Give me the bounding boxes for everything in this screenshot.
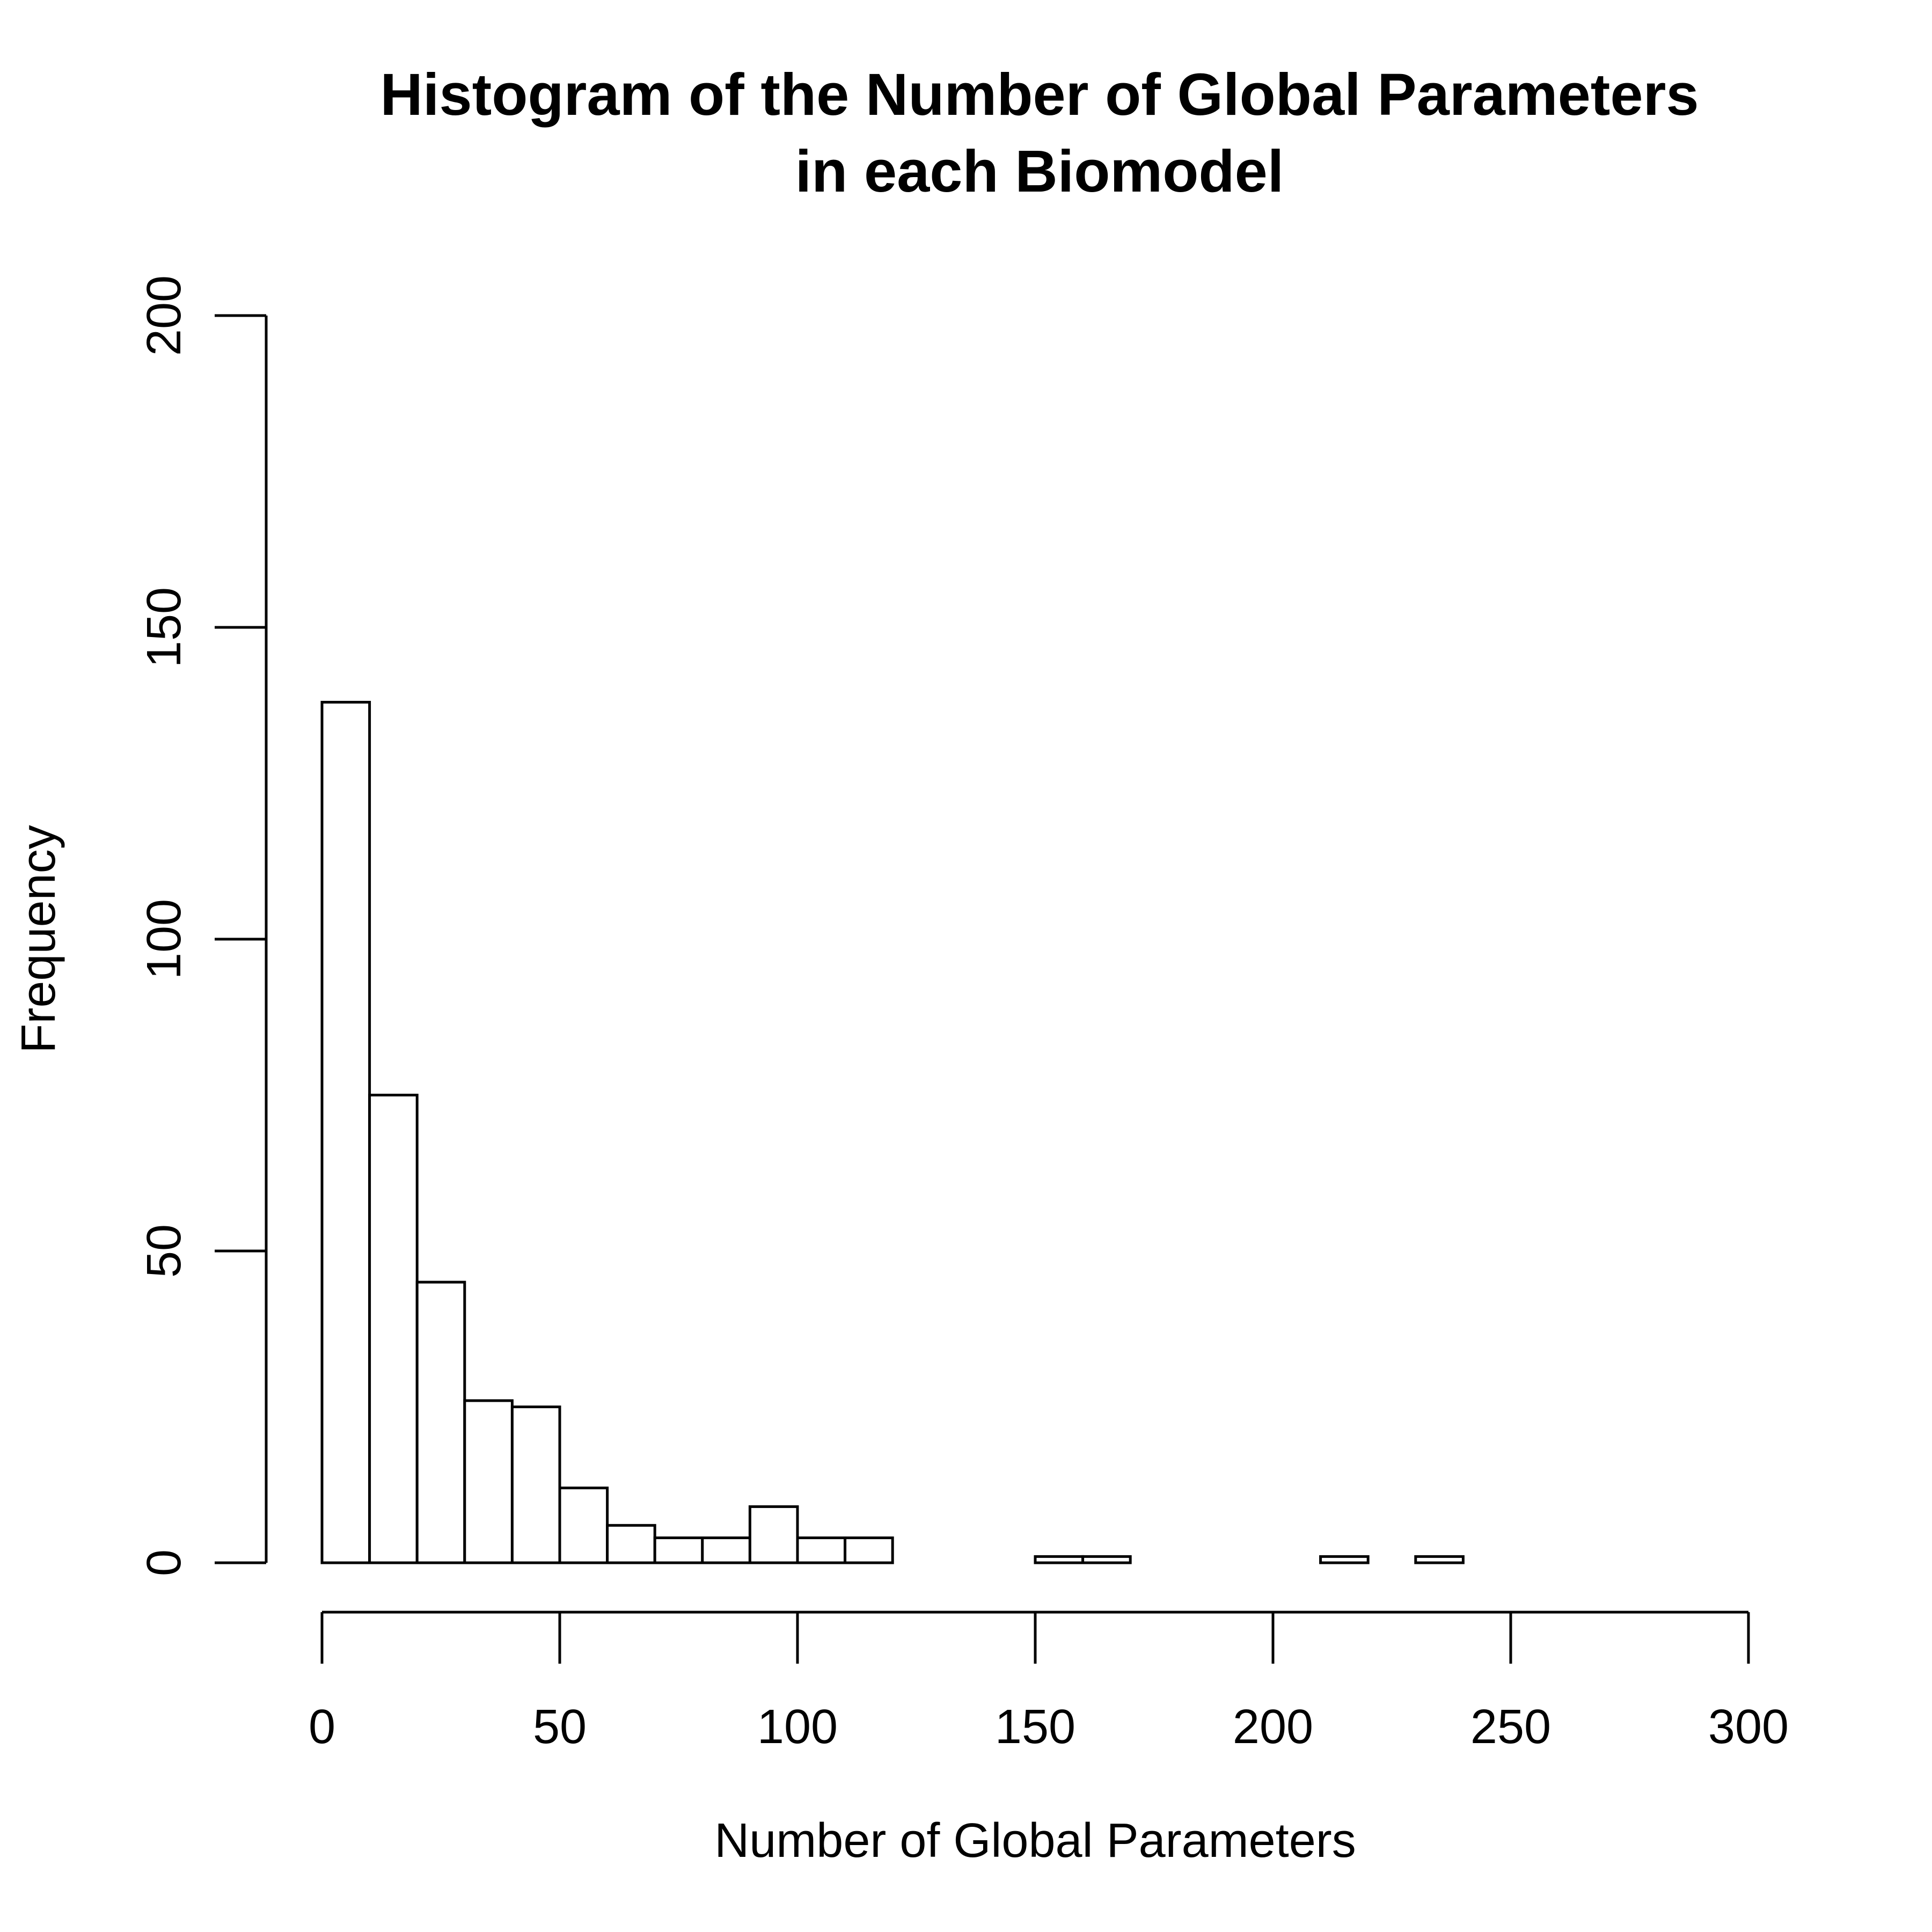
- chart-title-line-1: Histogram of the Number of Global Parame…: [380, 62, 1699, 128]
- x-tick-label: 300: [1708, 1700, 1789, 1754]
- histogram-bar-210-220: [1319, 1555, 1370, 1564]
- histogram-bar-80-90: [701, 1536, 751, 1564]
- y-tick-label: 100: [137, 899, 191, 979]
- histogram-bar-50-60: [558, 1487, 609, 1564]
- x-tick-label: 200: [1233, 1700, 1313, 1754]
- x-tick-label: 100: [757, 1700, 838, 1754]
- x-axis-label: Number of Global Parameters: [714, 1814, 1356, 1868]
- histogram-bar-0-10: [320, 700, 371, 1564]
- histogram-bar-60-70: [606, 1524, 656, 1564]
- x-axis-ticks: 0 50 100 150 200 250 300: [309, 1612, 1789, 1754]
- histogram-bar-150-160: [1034, 1555, 1085, 1564]
- x-tick-label: 250: [1470, 1700, 1551, 1754]
- x-tick-label: 50: [533, 1700, 587, 1754]
- histogram-bar-160-170: [1081, 1555, 1132, 1564]
- histogram-bar-70-80: [653, 1536, 704, 1564]
- y-axis-ticks: 0 50 100 150 200: [137, 275, 266, 1576]
- y-tick-label: 50: [137, 1224, 191, 1278]
- x-tick-label: 0: [309, 1700, 335, 1754]
- x-tick-label: 150: [995, 1700, 1075, 1754]
- chart-title-line-2: in each Biomodel: [795, 138, 1284, 204]
- histogram-bars: [320, 700, 1465, 1564]
- histogram-bar-230-240: [1414, 1555, 1465, 1564]
- y-tick-label: 150: [137, 587, 191, 668]
- y-tick-label: 200: [137, 275, 191, 356]
- y-tick-label: 0: [137, 1549, 191, 1576]
- histogram-bar-30-40: [463, 1399, 514, 1564]
- histogram-bar-90-100: [748, 1505, 799, 1564]
- y-axis-label: Frequency: [12, 825, 65, 1053]
- histogram-bar-20-30: [415, 1280, 466, 1564]
- histogram-bar-40-50: [510, 1406, 561, 1564]
- histogram-bar-100-110: [796, 1536, 847, 1564]
- histogram-bar-110-120: [844, 1536, 894, 1564]
- histogram-bar-10-20: [368, 1094, 419, 1564]
